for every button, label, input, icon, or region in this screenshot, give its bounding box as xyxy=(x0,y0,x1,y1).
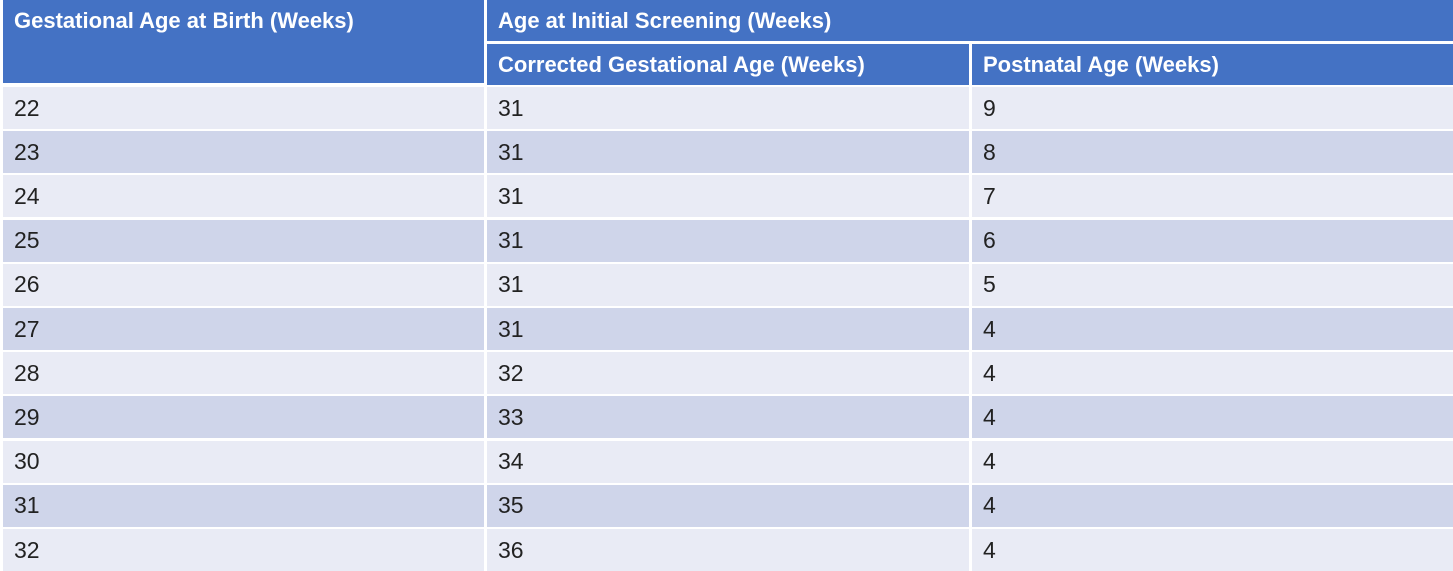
cell-postnatal-age: 6 xyxy=(972,219,1453,262)
header-age-at-initial-screening: Age at Initial Screening (Weeks) xyxy=(487,0,1453,41)
cell-gestational-age: 28 xyxy=(3,352,484,395)
cell-corrected-age: 31 xyxy=(487,175,969,218)
cell-gestational-age: 23 xyxy=(3,131,484,174)
cell-corrected-age: 35 xyxy=(487,484,969,527)
cell-gestational-age: 29 xyxy=(3,396,484,439)
cell-gestational-age: 27 xyxy=(3,308,484,350)
cell-gestational-age: 30 xyxy=(3,440,484,483)
cell-postnatal-age: 5 xyxy=(972,263,1453,306)
cell-gestational-age: 24 xyxy=(3,175,484,218)
cell-gestational-age: 25 xyxy=(3,219,484,262)
cell-gestational-age: 32 xyxy=(3,529,484,571)
header-corrected-gestational-age: Corrected Gestational Age (Weeks) xyxy=(487,44,969,85)
cell-postnatal-age: 4 xyxy=(972,484,1453,527)
cell-postnatal-age: 4 xyxy=(972,440,1453,483)
cell-postnatal-age: 9 xyxy=(972,87,1453,129)
cell-gestational-age: 31 xyxy=(3,484,484,527)
header-gestational-age-at-birth: Gestational Age at Birth (Weeks) xyxy=(3,0,484,83)
cell-postnatal-age: 4 xyxy=(972,396,1453,439)
cell-postnatal-age: 7 xyxy=(972,175,1453,218)
cell-corrected-age: 31 xyxy=(487,219,969,262)
header-postnatal-age: Postnatal Age (Weeks) xyxy=(972,44,1453,85)
cell-postnatal-age: 8 xyxy=(972,131,1453,174)
cell-corrected-age: 31 xyxy=(487,263,969,306)
cell-corrected-age: 32 xyxy=(487,352,969,395)
cell-corrected-age: 31 xyxy=(487,87,969,129)
cell-corrected-age: 31 xyxy=(487,308,969,350)
cell-corrected-age: 36 xyxy=(487,529,969,571)
cell-corrected-age: 33 xyxy=(487,396,969,439)
cell-postnatal-age: 4 xyxy=(972,352,1453,395)
cell-postnatal-age: 4 xyxy=(972,529,1453,571)
cell-corrected-age: 31 xyxy=(487,131,969,174)
cell-gestational-age: 22 xyxy=(3,87,484,129)
cell-gestational-age: 26 xyxy=(3,263,484,306)
cell-corrected-age: 34 xyxy=(487,440,969,483)
cell-postnatal-age: 4 xyxy=(972,308,1453,350)
